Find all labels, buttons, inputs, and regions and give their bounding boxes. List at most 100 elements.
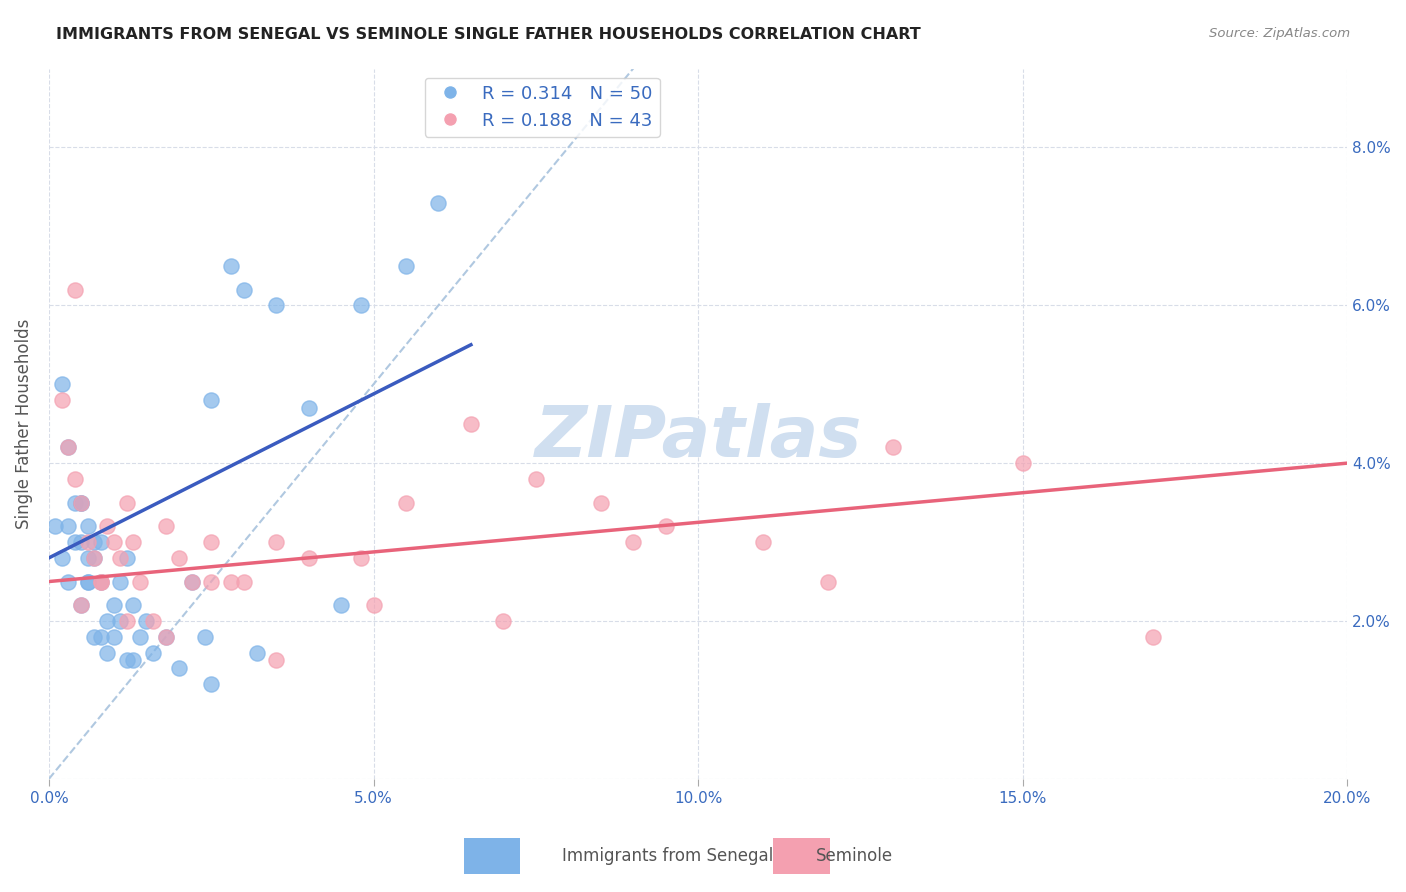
Point [135, 614, 157, 628]
Point [63, 283, 86, 297]
Point [155, 519, 177, 533]
Point [155, 630, 177, 644]
Point [330, 598, 353, 612]
Text: ZIPatlas: ZIPatlas [534, 403, 862, 473]
Point [70, 598, 93, 612]
Point [83, 550, 105, 565]
Point [200, 392, 222, 407]
Point [77, 535, 100, 549]
Point [1011, 456, 1033, 470]
Point [395, 259, 418, 273]
Point [264, 298, 287, 312]
Point [882, 441, 904, 455]
Point [70, 495, 93, 509]
Point [115, 614, 138, 628]
Point [200, 574, 222, 589]
Point [96, 614, 118, 628]
Point [110, 550, 132, 565]
Point [155, 630, 177, 644]
Point [524, 472, 547, 486]
Point [752, 535, 775, 549]
Point [219, 259, 242, 273]
Point [264, 653, 287, 667]
Point [63, 535, 86, 549]
Point [122, 535, 145, 549]
Point [200, 535, 222, 549]
Point [70, 535, 93, 549]
Point [110, 614, 132, 628]
Point [90, 535, 112, 549]
Point [77, 519, 100, 533]
Point [349, 298, 371, 312]
Point [589, 495, 612, 509]
Point [115, 550, 138, 565]
Point [77, 574, 100, 589]
Point [83, 630, 105, 644]
Point [194, 630, 217, 644]
Point [128, 630, 150, 644]
Point [180, 574, 202, 589]
Point [219, 574, 242, 589]
Point [817, 574, 839, 589]
Point [90, 574, 112, 589]
Point [83, 550, 105, 565]
Point [122, 653, 145, 667]
Point [142, 614, 165, 628]
Point [103, 630, 125, 644]
Point [115, 495, 138, 509]
Point [58, 519, 80, 533]
Point [51, 550, 73, 565]
Point [264, 535, 287, 549]
Point [58, 574, 80, 589]
Point [349, 550, 371, 565]
Point [142, 646, 165, 660]
Point [460, 417, 482, 431]
Point [122, 598, 145, 612]
Point [200, 677, 222, 691]
Point [58, 441, 80, 455]
Point [70, 495, 93, 509]
Point [63, 472, 86, 486]
Point [654, 519, 676, 533]
Point [96, 646, 118, 660]
Point [246, 646, 269, 660]
Point [77, 574, 100, 589]
Point [1142, 630, 1164, 644]
Point [103, 598, 125, 612]
Point [298, 401, 321, 415]
Point [115, 653, 138, 667]
Point [110, 574, 132, 589]
Point [58, 441, 80, 455]
Legend: R = 0.314   N = 50, R = 0.188   N = 43: R = 0.314 N = 50, R = 0.188 N = 43 [425, 78, 659, 137]
Point [167, 550, 190, 565]
Point [232, 574, 254, 589]
Point [621, 535, 644, 549]
Point [83, 535, 105, 549]
Point [90, 574, 112, 589]
Point [363, 598, 385, 612]
Point [96, 519, 118, 533]
Point [167, 661, 190, 675]
Point [90, 574, 112, 589]
Point [492, 614, 515, 628]
Point [90, 630, 112, 644]
Point [298, 550, 321, 565]
Text: Immigrants from Senegal: Immigrants from Senegal [562, 847, 773, 865]
Point [70, 598, 93, 612]
Point [232, 283, 254, 297]
Point [51, 392, 73, 407]
Point [51, 377, 73, 392]
Point [427, 195, 450, 210]
Point [44, 519, 66, 533]
Text: IMMIGRANTS FROM SENEGAL VS SEMINOLE SINGLE FATHER HOUSEHOLDS CORRELATION CHART: IMMIGRANTS FROM SENEGAL VS SEMINOLE SING… [56, 27, 921, 42]
Point [63, 495, 86, 509]
Text: Seminole: Seminole [815, 847, 893, 865]
Point [180, 574, 202, 589]
Y-axis label: Single Father Households: Single Father Households [15, 318, 32, 529]
Text: Source: ZipAtlas.com: Source: ZipAtlas.com [1209, 27, 1350, 40]
Point [77, 550, 100, 565]
Point [128, 574, 150, 589]
Point [395, 495, 418, 509]
Point [103, 535, 125, 549]
Point [70, 495, 93, 509]
